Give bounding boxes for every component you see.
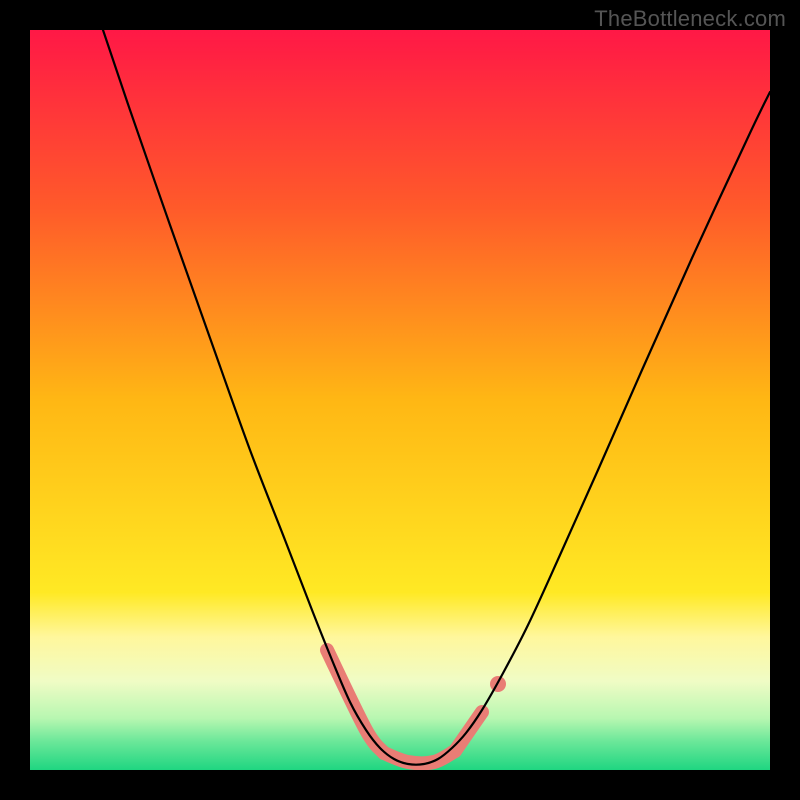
watermark-text: TheBottleneck.com — [594, 6, 786, 32]
bottleneck-curve — [103, 30, 770, 765]
bottleneck-highlight-segment — [384, 751, 455, 763]
curve-layer — [30, 30, 770, 770]
bottleneck-highlight-segment — [327, 650, 384, 753]
outer-frame: TheBottleneck.com — [0, 0, 800, 800]
